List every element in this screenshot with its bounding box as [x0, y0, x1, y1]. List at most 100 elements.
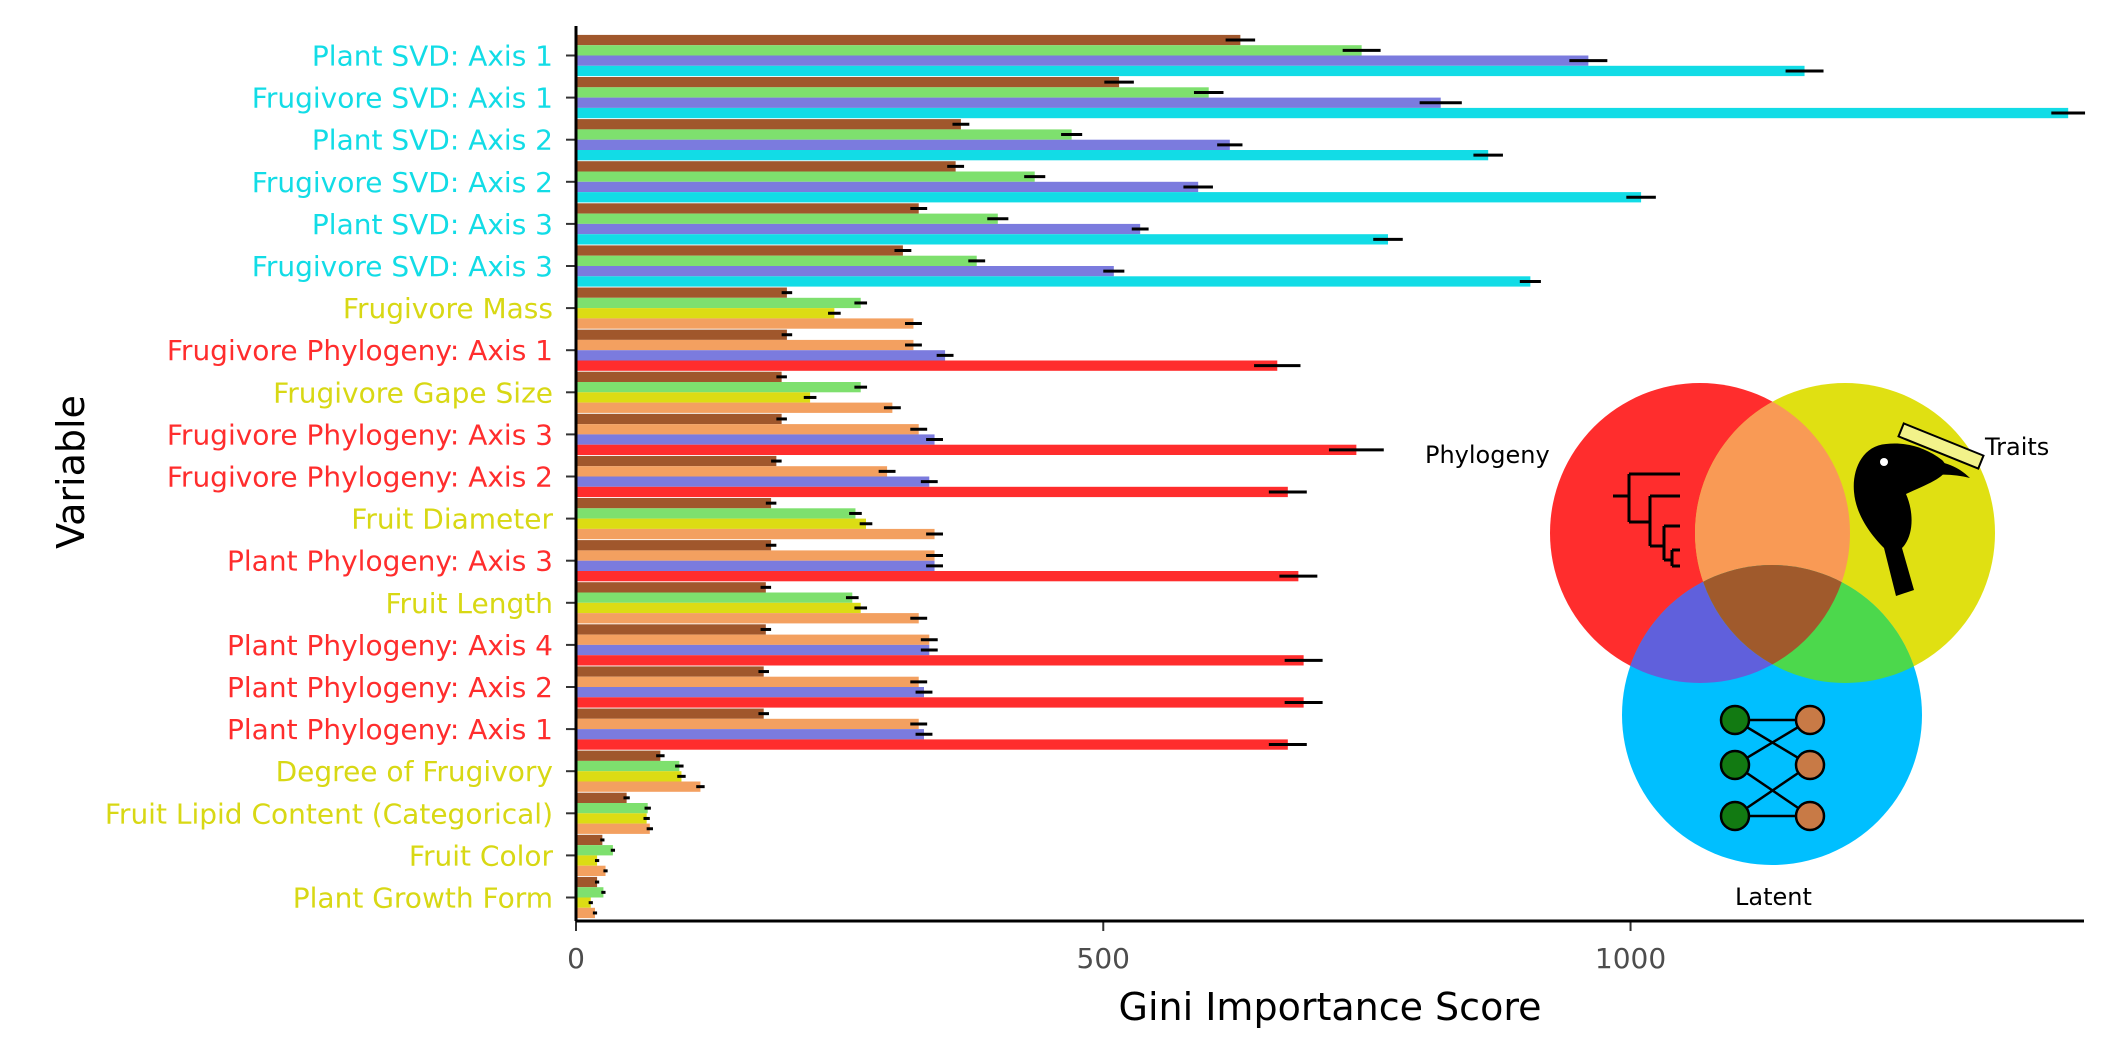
bar-frugivore-phylogeny-axis-2-2: [576, 476, 930, 487]
bar-frugivore-mass-3: [576, 318, 914, 329]
bar-plant-svd-axis-1-1: [576, 45, 1362, 56]
bar-fruit-lipid-content-categorical-0: [576, 792, 627, 803]
y-tick-label-plant-svd-axis-1: Plant SVD: Axis 1: [312, 40, 553, 73]
bar-plant-phylogeny-axis-2-0: [576, 666, 764, 677]
y-tick-label-frugivore-svd-axis-1: Frugivore SVD: Axis 1: [252, 82, 553, 115]
x-tick-label-500: 500: [1077, 942, 1130, 975]
bar-fruit-diameter-3: [576, 528, 935, 540]
bar-fruit-diameter-2: [576, 518, 866, 529]
x-tick-labels: 0 500 1000: [567, 921, 1666, 975]
bar-fruit-length-0: [576, 582, 766, 593]
error-bars-layer: [588, 38, 2086, 915]
y-tick-label-plant-phylogeny-axis-4: Plant Phylogeny: Axis 4: [227, 629, 553, 662]
y-tick-label-frugivore-mass: Frugivore Mass: [343, 292, 553, 325]
bar-frugivore-svd-axis-1-1: [576, 87, 1209, 98]
toucan-icon: [1853, 422, 1985, 596]
bars-layer: [576, 34, 2069, 919]
bar-plant-phylogeny-axis-4-1: [576, 634, 930, 645]
y-tick-label-fruit-lipid-content-categorical: Fruit Lipid Content (Categorical): [105, 797, 553, 830]
bar-fruit-color-3: [576, 865, 606, 876]
y-tick-label-frugivore-gape-size: Frugivore Gape Size: [273, 376, 553, 409]
bar-frugivore-phylogeny-axis-2-3: [576, 486, 1288, 498]
bar-plant-svd-axis-1-0: [576, 34, 1241, 46]
bar-plant-phylogeny-axis-3-2: [576, 560, 935, 571]
bar-plant-svd-axis-2-1: [576, 129, 1072, 140]
bar-degree-of-frugivory-1: [576, 760, 680, 772]
bar-frugivore-gape-size-0: [576, 371, 782, 382]
bar-plant-phylogeny-axis-1-0: [576, 708, 764, 719]
bar-degree-of-frugivory-0: [576, 750, 661, 761]
bar-frugivore-phylogeny-axis-3-2: [576, 434, 935, 445]
bar-plant-growth-form-2: [576, 897, 591, 908]
bar-frugivore-svd-axis-3-1: [576, 255, 977, 266]
bar-frugivore-gape-size-1: [576, 382, 861, 393]
bar-fruit-diameter-1: [576, 508, 856, 519]
bar-plant-growth-form-3: [576, 907, 595, 919]
bar-plant-phylogeny-axis-3-3: [576, 571, 1299, 582]
bar-fruit-color-2: [576, 855, 598, 866]
y-tick-label-plant-svd-axis-3: Plant SVD: Axis 3: [312, 208, 553, 241]
bar-plant-phylogeny-axis-2-2: [576, 687, 924, 698]
bar-plant-svd-axis-1-2: [576, 55, 1589, 66]
bar-fruit-color-1: [576, 845, 613, 856]
y-tick-label-frugivore-phylogeny-axis-3: Frugivore Phylogeny: Axis 3: [167, 418, 553, 451]
bar-fruit-length-3: [576, 613, 919, 624]
y-tick-label-plant-phylogeny-axis-3: Plant Phylogeny: Axis 3: [227, 545, 553, 578]
bar-plant-phylogeny-axis-4-0: [576, 624, 766, 635]
bar-frugivore-phylogeny-axis-3-3: [576, 444, 1357, 455]
bar-frugivore-svd-axis-1-3: [576, 107, 2069, 119]
bar-frugivore-svd-axis-2-3: [576, 192, 1642, 203]
bar-frugivore-svd-axis-3-2: [576, 266, 1114, 277]
bar-frugivore-phylogeny-axis-1-2: [576, 350, 946, 361]
y-tick-label-fruit-diameter: Fruit Diameter: [351, 503, 553, 536]
y-tick-label-plant-growth-form: Plant Growth Form: [293, 882, 553, 915]
y-tick-label-plant-phylogeny-axis-2: Plant Phylogeny: Axis 2: [227, 671, 553, 704]
bar-frugivore-svd-axis-3-0: [576, 245, 903, 256]
bar-frugivore-mass-2: [576, 308, 835, 319]
bar-fruit-lipid-content-categorical-1: [576, 803, 648, 814]
bar-frugivore-gape-size-3: [576, 402, 893, 413]
bar-plant-growth-form-0: [576, 876, 598, 888]
y-tick-label-fruit-color: Fruit Color: [409, 839, 554, 872]
bar-plant-phylogeny-axis-4-3: [576, 655, 1304, 666]
bar-plant-phylogeny-axis-1-1: [576, 718, 919, 730]
bar-plant-svd-axis-3-1: [576, 213, 998, 224]
x-tick-label-0: 0: [567, 942, 585, 975]
bar-plant-phylogeny-axis-4-2: [576, 644, 930, 656]
venn-label-latent: Latent: [1735, 883, 1812, 911]
bar-frugivore-svd-axis-1-0: [576, 77, 1120, 88]
bar-plant-svd-axis-3-0: [576, 203, 919, 214]
bar-frugivore-phylogeny-axis-1-1: [576, 339, 914, 351]
y-tick-label-plant-phylogeny-axis-1: Plant Phylogeny: Axis 1: [227, 713, 553, 746]
y-tick-label-fruit-length: Fruit Length: [385, 587, 553, 620]
bar-frugivore-phylogeny-axis-2-0: [576, 455, 777, 467]
bar-fruit-length-2: [576, 602, 861, 614]
bar-frugivore-phylogeny-axis-3-0: [576, 413, 782, 425]
y-tick-labels: Plant SVD: Axis 1 Frugivore SVD: Axis 1 Pl…: [105, 40, 576, 915]
bar-degree-of-frugivory-2: [576, 771, 682, 782]
bar-frugivore-mass-0: [576, 287, 787, 298]
bar-plant-phylogeny-axis-2-3: [576, 697, 1304, 708]
bar-frugivore-phylogeny-axis-1-3: [576, 360, 1278, 371]
bar-frugivore-phylogeny-axis-2-1: [576, 466, 888, 477]
bar-frugivore-phylogeny-axis-1-0: [576, 329, 787, 340]
bar-frugivore-svd-axis-3-3: [576, 276, 1531, 287]
venn-label-phylogeny: Phylogeny: [1425, 441, 1550, 469]
phylogeny-tree-icon: [1613, 472, 1680, 568]
bar-fruit-lipid-content-categorical-2: [576, 813, 647, 824]
y-tick-label-frugivore-phylogeny-axis-2: Frugivore Phylogeny: Axis 2: [167, 461, 553, 494]
bar-plant-svd-axis-3-3: [576, 234, 1388, 245]
bar-fruit-length-1: [576, 592, 853, 603]
bar-plant-svd-axis-3-2: [576, 223, 1141, 235]
venn-inset: Phylogeny Traits Latent: [1425, 383, 2049, 911]
bar-plant-phylogeny-axis-3-0: [576, 540, 772, 551]
bar-plant-svd-axis-2-3: [576, 150, 1489, 161]
bar-fruit-lipid-content-categorical-3: [576, 823, 650, 834]
y-axis-title: Variable: [49, 395, 93, 549]
bar-fruit-color-0: [576, 834, 603, 846]
y-tick-label-frugivore-svd-axis-3: Frugivore SVD: Axis 3: [252, 250, 553, 283]
bar-frugivore-svd-axis-2-1: [576, 171, 1035, 182]
y-tick-label-plant-svd-axis-2: Plant SVD: Axis 2: [312, 124, 553, 157]
bar-plant-growth-form-1: [576, 887, 604, 898]
bar-frugivore-svd-axis-2-0: [576, 161, 956, 172]
